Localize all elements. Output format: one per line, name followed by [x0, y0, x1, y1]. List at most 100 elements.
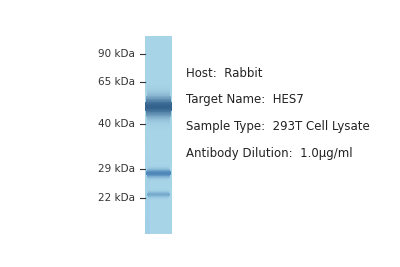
Bar [144, 221, 172, 222]
Bar [147, 93, 170, 94]
Bar [144, 161, 150, 164]
Bar [144, 40, 172, 41]
Bar [144, 148, 172, 149]
Bar [146, 110, 172, 111]
Bar [144, 109, 172, 110]
Bar [144, 227, 172, 228]
Bar [144, 89, 172, 90]
Bar [144, 95, 172, 96]
Bar [144, 94, 172, 95]
Bar [144, 144, 172, 145]
Bar [144, 108, 172, 109]
Bar [144, 161, 172, 162]
Bar [144, 159, 172, 160]
Bar [144, 64, 172, 65]
Bar [144, 184, 172, 185]
Bar [144, 69, 172, 70]
Bar [144, 230, 172, 231]
Bar [144, 174, 172, 175]
Bar [144, 201, 172, 202]
Text: Antibody Dilution:  1.0μg/ml: Antibody Dilution: 1.0μg/ml [186, 147, 353, 160]
Bar [147, 86, 170, 87]
Bar [144, 134, 172, 135]
Bar [144, 164, 172, 165]
Bar [146, 174, 171, 175]
Bar [144, 104, 172, 105]
Bar [144, 231, 150, 234]
Bar [144, 206, 172, 207]
Bar [144, 212, 172, 213]
Bar [144, 63, 172, 64]
Bar [144, 226, 150, 229]
Bar [144, 219, 150, 221]
Bar [144, 149, 150, 151]
Bar [144, 52, 172, 53]
Bar [144, 143, 172, 144]
Bar [146, 96, 170, 97]
Bar [144, 111, 172, 112]
Bar [144, 229, 150, 231]
Bar [147, 119, 170, 120]
Bar [144, 181, 150, 183]
Bar [147, 121, 170, 122]
Bar [144, 194, 150, 196]
Bar [144, 139, 172, 140]
Bar [144, 70, 172, 71]
Bar [144, 204, 172, 205]
Bar [144, 195, 172, 196]
Bar [148, 166, 169, 167]
Text: 22 kDa: 22 kDa [98, 193, 135, 203]
Bar [147, 94, 170, 95]
Bar [144, 216, 150, 218]
Bar [144, 207, 172, 208]
Bar [144, 193, 172, 194]
Bar [144, 129, 172, 130]
Bar [144, 55, 172, 56]
Bar [144, 47, 172, 48]
Bar [144, 157, 172, 158]
Bar [144, 232, 172, 233]
Bar [144, 43, 172, 44]
Bar [144, 83, 172, 84]
Bar [148, 180, 169, 181]
Bar [144, 179, 150, 181]
Bar [144, 167, 172, 168]
Bar [144, 37, 172, 38]
Bar [144, 79, 172, 80]
Bar [144, 136, 172, 137]
Bar [144, 41, 172, 42]
Bar [145, 109, 172, 110]
Bar [144, 181, 172, 182]
Bar [144, 119, 172, 120]
Bar [147, 120, 170, 121]
Bar [147, 128, 170, 129]
Bar [144, 156, 150, 159]
Bar [144, 221, 150, 223]
Bar [144, 86, 172, 87]
Bar [144, 173, 172, 174]
Bar [144, 116, 172, 117]
Bar [144, 130, 172, 131]
Bar [144, 185, 172, 186]
Bar [144, 145, 172, 146]
Bar [144, 122, 172, 123]
Bar [146, 114, 171, 115]
Bar [144, 131, 172, 132]
Bar [147, 89, 170, 90]
Bar [144, 166, 172, 167]
Bar [144, 65, 172, 66]
Bar [144, 77, 172, 78]
Bar [144, 150, 172, 151]
Bar [144, 126, 172, 127]
Bar [144, 73, 172, 74]
Bar [144, 134, 150, 136]
Bar [144, 151, 172, 152]
Bar [144, 110, 172, 111]
Bar [144, 106, 172, 107]
Text: 65 kDa: 65 kDa [98, 77, 135, 87]
Bar [144, 175, 172, 176]
Bar [144, 184, 150, 186]
Bar [144, 92, 172, 93]
Bar [144, 45, 172, 46]
Bar [144, 229, 172, 230]
